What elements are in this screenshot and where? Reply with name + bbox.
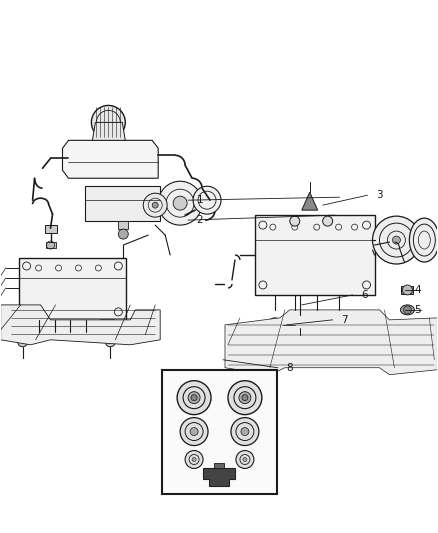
Bar bbox=[19, 258, 126, 320]
Circle shape bbox=[268, 318, 282, 332]
Polygon shape bbox=[302, 192, 318, 210]
Polygon shape bbox=[100, 320, 117, 338]
Circle shape bbox=[143, 193, 167, 217]
Text: 2: 2 bbox=[197, 215, 203, 225]
Text: 4: 4 bbox=[414, 285, 420, 295]
Circle shape bbox=[180, 417, 208, 446]
Circle shape bbox=[191, 394, 197, 401]
Bar bbox=[401, 286, 413, 294]
Polygon shape bbox=[17, 320, 31, 338]
Circle shape bbox=[188, 392, 200, 403]
Circle shape bbox=[403, 306, 411, 314]
Circle shape bbox=[392, 236, 400, 244]
Circle shape bbox=[190, 427, 198, 435]
Polygon shape bbox=[1, 305, 160, 345]
Text: 1: 1 bbox=[197, 195, 203, 205]
Bar bbox=[46, 262, 56, 268]
Bar bbox=[162, 370, 277, 495]
Circle shape bbox=[323, 216, 332, 226]
Circle shape bbox=[290, 216, 300, 226]
Bar bbox=[296, 323, 304, 328]
Circle shape bbox=[231, 417, 259, 446]
Circle shape bbox=[236, 450, 254, 469]
Polygon shape bbox=[92, 123, 125, 140]
Circle shape bbox=[173, 196, 187, 210]
Text: 5: 5 bbox=[414, 305, 420, 315]
Bar bbox=[46, 242, 56, 248]
Circle shape bbox=[228, 381, 262, 415]
Circle shape bbox=[403, 285, 413, 295]
Circle shape bbox=[118, 229, 128, 239]
Circle shape bbox=[243, 457, 247, 462]
Circle shape bbox=[106, 337, 115, 347]
Ellipse shape bbox=[400, 305, 414, 315]
Circle shape bbox=[158, 181, 202, 225]
Text: 6: 6 bbox=[361, 290, 368, 300]
Circle shape bbox=[239, 392, 251, 403]
Circle shape bbox=[152, 202, 158, 208]
Text: 3: 3 bbox=[376, 190, 383, 200]
Circle shape bbox=[241, 427, 249, 435]
Text: 8: 8 bbox=[286, 363, 293, 373]
Circle shape bbox=[177, 381, 211, 415]
Bar bbox=[214, 464, 224, 469]
Circle shape bbox=[372, 216, 420, 264]
Bar bbox=[255, 215, 374, 295]
Text: 7: 7 bbox=[341, 315, 348, 325]
Circle shape bbox=[185, 450, 203, 469]
Circle shape bbox=[92, 106, 125, 139]
Polygon shape bbox=[203, 469, 235, 487]
Circle shape bbox=[18, 337, 28, 347]
Circle shape bbox=[193, 186, 221, 214]
Circle shape bbox=[192, 457, 196, 462]
Polygon shape bbox=[63, 140, 158, 178]
Bar bbox=[45, 225, 57, 233]
Bar bbox=[85, 186, 160, 221]
Bar bbox=[118, 221, 128, 229]
Circle shape bbox=[295, 313, 305, 323]
Ellipse shape bbox=[410, 218, 438, 262]
Polygon shape bbox=[225, 310, 437, 375]
Circle shape bbox=[242, 394, 248, 401]
